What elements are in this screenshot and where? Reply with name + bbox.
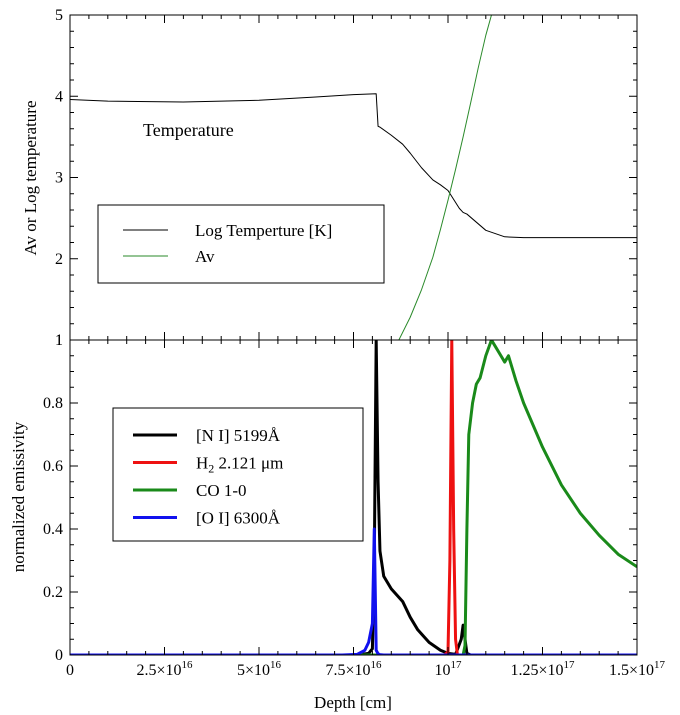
bottom-xtick-label: 1.5×1017	[609, 659, 666, 679]
xtick-mantissa: 1.5×10	[609, 662, 654, 679]
xtick-exponent: 16	[270, 659, 282, 671]
top-ytick-label: 3	[55, 170, 63, 187]
top-ytick-label: 4	[55, 88, 63, 105]
xtick-mantissa: 10	[435, 662, 451, 679]
bottom-series-n-i-5199	[70, 340, 637, 655]
top-legend-label: Log Temperture [K]	[195, 221, 332, 240]
top-y-axis-title: Av or Log temperature	[21, 101, 40, 256]
xtick-mantissa: 5×10	[237, 662, 270, 679]
xtick-mantissa: 7.5×10	[325, 662, 370, 679]
bottom-series-o-i-6300	[70, 527, 637, 655]
bottom-y-axis-title: normalized emissivity	[9, 421, 28, 572]
bottom-ytick-label: 0.6	[43, 458, 63, 475]
top-series-av	[398, 15, 492, 340]
legend-label-subscript: 2	[208, 462, 214, 476]
xtick-exponent: 17	[654, 659, 666, 671]
bottom-xtick-label: 5×1016	[237, 659, 282, 679]
xtick-mantissa: 2.5×10	[136, 662, 181, 679]
top-panel: 1 2 3 4 5 Temperature Av or Log temperature Log…	[21, 7, 638, 349]
bottom-legend-label: [O I] 6300Å	[196, 509, 281, 528]
legend-label-rest: 2.121 μm	[214, 454, 283, 473]
temperature-annotation: Temperature	[143, 120, 234, 140]
bottom-series-co-1-0	[70, 340, 637, 655]
xtick-mantissa: 1.25×10	[510, 662, 563, 679]
xtick-exponent: 17	[564, 659, 576, 671]
x-axis-title: Depth [cm]	[314, 693, 392, 712]
bottom-ytick-label: 0.8	[43, 395, 63, 412]
bottom-xtick-label: 0	[66, 662, 74, 679]
top-ytick-label: 5	[55, 7, 63, 24]
xtick-mantissa: 0	[66, 662, 74, 679]
bottom-ytick-label: 0	[55, 647, 63, 664]
bottom-legend-label: [N I] 5199Å	[196, 426, 281, 445]
top-legend-box	[97, 204, 385, 284]
bottom-xtick-label: 1.25×1017	[510, 659, 575, 679]
legend-label-main: H	[196, 454, 208, 473]
bottom-xtick-label: 1017	[435, 659, 463, 679]
bottom-xtick-label: 2.5×1016	[136, 659, 193, 679]
bottom-panel: 00.20.40.60.810 2.5×1016 5×1016 7.5×1016 101…	[9, 332, 666, 712]
legend-label-main: [N I] 5199Å	[196, 426, 281, 445]
bottom-ytick-label: 1	[55, 332, 63, 349]
top-series-log-temperture-k	[70, 93, 637, 239]
bottom-ytick-label: 0.2	[43, 584, 63, 601]
bottom-ytick-label: 0.4	[43, 521, 63, 538]
top-ytick-label: 2	[55, 251, 63, 268]
xtick-exponent: 17	[451, 659, 463, 671]
legend-label-main: [O I] 6300Å	[196, 509, 281, 528]
bottom-xtick-label: 7.5×1016	[325, 659, 382, 679]
bottom-legend-label: H2 2.121 μm	[196, 454, 283, 476]
xtick-exponent: 16	[182, 659, 194, 671]
top-ytick-label: 1	[55, 332, 63, 349]
top-legend-label: Av	[195, 247, 215, 266]
bottom-legend-label: CO 1-0	[196, 481, 247, 500]
xtick-exponent: 16	[371, 659, 383, 671]
top-plot-frame	[69, 14, 638, 341]
legend-label-main: CO 1-0	[196, 481, 247, 500]
